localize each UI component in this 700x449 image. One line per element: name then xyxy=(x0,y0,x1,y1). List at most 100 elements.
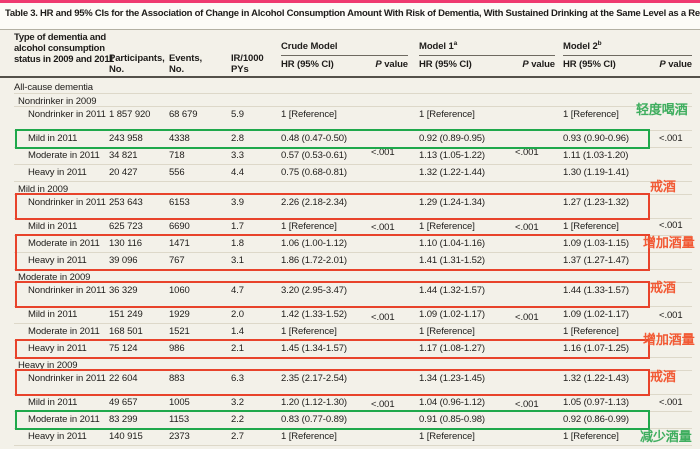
top-accent-bar xyxy=(0,0,700,3)
cell-ir: 1.8 xyxy=(231,238,244,249)
cell-ir: 1.7 xyxy=(231,221,244,232)
p-value-header: P value xyxy=(375,59,408,71)
cell-participants: 1 857 920 xyxy=(109,109,151,120)
cell-status: Moderate in 2011 xyxy=(28,414,100,425)
cell-participants: 22 604 xyxy=(109,373,138,384)
cell-hr-crude: 1.20 (1.12-1.30) xyxy=(281,397,347,408)
cell-status: Heavy in 2011 xyxy=(28,343,87,354)
cell-ir: 4.4 xyxy=(231,167,244,178)
cell-ir: 3.3 xyxy=(231,150,244,161)
column-header-participants: Participants, No. xyxy=(109,53,165,75)
cell-events: 6690 xyxy=(169,221,190,232)
table-row: Heavy in 2011 20 427 556 4.4 0.75 (0.68-… xyxy=(14,165,692,182)
cell-hr-crude: 1.06 (1.00-1.12) xyxy=(281,238,347,249)
cell-ir: 1.4 xyxy=(231,326,244,337)
cell-participants: 20 427 xyxy=(109,167,138,178)
cell-hr-model2: 1.27 (1.23-1.32) xyxy=(563,197,629,208)
cell-ir: 4.7 xyxy=(231,285,244,296)
cell-hr-model2: 1.37 (1.27-1.47) xyxy=(563,255,629,266)
cell-status: Moderate in 2011 xyxy=(28,150,100,161)
cell-hr-model2: 1 [Reference] xyxy=(563,326,619,337)
cell-ir: 3.9 xyxy=(231,197,244,208)
cell-status: Nondrinker in 2011 xyxy=(28,285,106,296)
cell-events: 4338 xyxy=(169,133,190,144)
highlight-box-quit-drinking-2 xyxy=(15,281,650,308)
cell-hr-model2: 1.09 (1.03-1.15) xyxy=(563,238,629,249)
cell-events: 1005 xyxy=(169,397,190,408)
column-header-events: Events, No. xyxy=(169,53,203,75)
cell-status: Mild in 2011 xyxy=(28,221,78,232)
cell-events: 767 xyxy=(169,255,185,266)
p-value-header: P value xyxy=(659,59,692,71)
cell-hr-model2: 1.44 (1.33-1.57) xyxy=(563,285,629,296)
cell-hr-crude: 1.45 (1.34-1.57) xyxy=(281,343,347,354)
p-value-header: P value xyxy=(522,59,555,71)
cell-participants: 34 821 xyxy=(109,150,138,161)
p-value-model1: <.001 xyxy=(515,312,539,323)
p-value-model2: <.001 xyxy=(659,310,683,321)
cell-events: 1471 xyxy=(169,238,190,249)
annotation-quit-drinking-2: 戒酒 xyxy=(650,280,676,295)
cell-events: 1929 xyxy=(169,309,190,320)
cell-hr-model1: 1.41 (1.31-1.52) xyxy=(419,255,485,266)
cell-ir: 2.2 xyxy=(231,414,244,425)
column-header-type: Type of dementia and alcohol consumption… xyxy=(14,32,114,65)
cell-events: 6153 xyxy=(169,197,190,208)
annotation-reduce-amount: 减少酒量 xyxy=(640,429,692,444)
table-title: Table 3. HR and 95% CIs for the Associat… xyxy=(5,8,700,19)
cell-hr-model1: 1 [Reference] xyxy=(419,326,475,337)
cell-hr-model1: 1.04 (0.96-1.12) xyxy=(419,397,485,408)
highlight-box-light-drinking xyxy=(15,129,650,149)
cell-hr-model1: 1.29 (1.24-1.34) xyxy=(419,197,485,208)
highlight-box-quit-drinking-3 xyxy=(15,369,650,396)
table-header: Type of dementia and alcohol consumption… xyxy=(0,30,700,78)
p-value-model1: <.001 xyxy=(515,147,539,158)
highlight-box-increase-amount-2 xyxy=(15,339,650,359)
cell-hr-model1: 1.44 (1.32-1.57) xyxy=(419,285,485,296)
cell-hr-crude: 1.86 (1.72-2.01) xyxy=(281,255,347,266)
cell-hr-model2: 1.05 (0.97-1.13) xyxy=(563,397,629,408)
cell-hr-model2: 1 [Reference] xyxy=(563,431,619,442)
cell-status: Heavy in 2011 xyxy=(28,255,87,266)
cell-hr-model1: 1 [Reference] xyxy=(419,221,475,232)
cell-hr-crude: 0.57 (0.53-0.61) xyxy=(281,150,347,161)
cell-participants: 83 299 xyxy=(109,414,138,425)
column-group-crude-model: Crude Model HR (95% CI) P value xyxy=(281,38,408,70)
cell-hr-model2: 1.11 (1.03-1.20) xyxy=(563,150,629,161)
cell-hr-crude: 0.75 (0.68-0.81) xyxy=(281,167,347,178)
p-value-model2: <.001 xyxy=(659,220,683,231)
cell-participants: 168 501 xyxy=(109,326,143,337)
cell-ir: 3.2 xyxy=(231,397,244,408)
hr-ci-header: HR (95% CI) xyxy=(563,59,616,71)
cell-status: Mild in 2011 xyxy=(28,133,78,144)
cell-hr-model1: 1.13 (1.05-1.22) xyxy=(419,150,485,161)
column-group-model-2: Model 2b HR (95% CI) P value xyxy=(563,38,692,70)
table-row: Moderate in 2011 130 116 1471 1.8 1.06 (… xyxy=(14,236,692,253)
cell-hr-crude: 3.20 (2.95-3.47) xyxy=(281,285,347,296)
p-value-crude: <.001 xyxy=(371,222,395,233)
cell-participants: 625 723 xyxy=(109,221,143,232)
table-row: Moderate in 2011 34 821 718 3.3 0.57 (0.… xyxy=(14,148,692,165)
p-value-model2: <.001 xyxy=(659,397,683,408)
cell-hr-model2: 1.16 (1.07-1.25) xyxy=(563,343,629,354)
cell-hr-model1: 1 [Reference] xyxy=(419,431,475,442)
cell-events: 68 679 xyxy=(169,109,198,120)
cell-hr-model1: 1.34 (1.23-1.45) xyxy=(419,373,485,384)
cell-events: 1153 xyxy=(169,414,190,425)
cell-status: Moderate in 2011 xyxy=(28,326,100,337)
p-value-model1: <.001 xyxy=(515,222,539,233)
cell-hr-model2: 0.92 (0.86-0.99) xyxy=(563,414,629,425)
cell-status: Mild in 2011 xyxy=(28,397,78,408)
cell-hr-model1: 1.32 (1.22-1.44) xyxy=(419,167,485,178)
cell-hr-model2: 1 [Reference] xyxy=(563,109,619,120)
cell-hr-crude: 0.48 (0.47-0.50) xyxy=(281,133,347,144)
annotation-light-drinking: 轻度喝酒 xyxy=(636,102,688,117)
cell-status: Nondrinker in 2011 xyxy=(28,373,106,384)
cell-ir: 6.3 xyxy=(231,373,244,384)
cell-events: 1521 xyxy=(169,326,190,337)
cell-hr-crude: 1 [Reference] xyxy=(281,109,337,120)
cell-hr-model2: 1.32 (1.22-1.43) xyxy=(563,373,629,384)
cell-hr-model2: 0.93 (0.90-0.96) xyxy=(563,133,629,144)
cell-events: 883 xyxy=(169,373,185,384)
